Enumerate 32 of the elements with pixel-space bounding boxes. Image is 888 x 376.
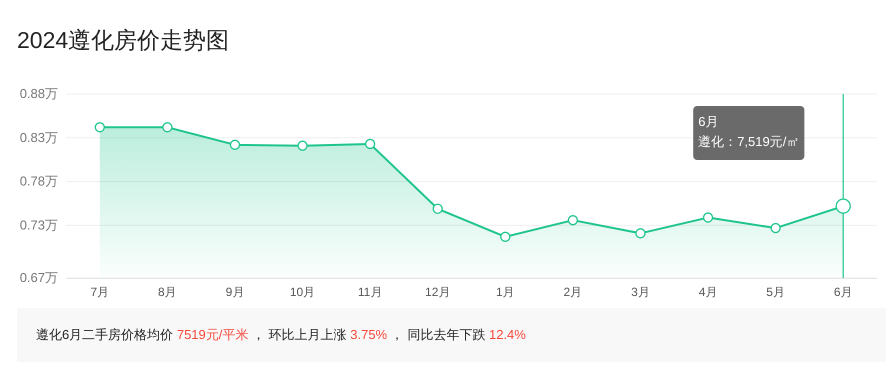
x-tick-label: 11月 — [358, 285, 382, 299]
x-tick-label: 3月 — [631, 285, 650, 299]
point — [230, 140, 240, 150]
y-tick-label: 0.83万 — [20, 130, 58, 145]
point — [364, 138, 376, 150]
x-tick-label: 2月 — [564, 285, 582, 299]
y-tick-label: 0.73万 — [20, 217, 58, 232]
x-tick-label: 9月 — [226, 285, 244, 299]
y-tick-label: 0.67万 — [20, 270, 58, 285]
point — [297, 140, 308, 151]
chart-title: 2024遵化房价走势图 — [17, 27, 230, 53]
y-tick-label: 0.88万 — [20, 86, 58, 101]
x-tick-label: 7月 — [90, 285, 110, 299]
annotation: 遵化：7,519元/㎡ — [698, 134, 800, 149]
y-tick-label: 0.78万 — [20, 174, 58, 189]
point — [94, 122, 105, 132]
point — [432, 204, 443, 214]
point — [162, 122, 173, 132]
x-tick-label: 12月 — [425, 285, 450, 299]
text: 遵化6月二手房价格均价 7519元/平米 ， 环比上月上涨 3.75% ， 同比去年下跌 12.4% — [36, 327, 526, 342]
x-tick-label: 6月 — [834, 285, 853, 299]
annotation: 6月 — [698, 114, 718, 129]
x-tick-label: 8月 — [158, 285, 177, 299]
x-tick-label: 10月 — [290, 285, 316, 299]
point — [635, 228, 646, 238]
x-tick-label: 4月 — [698, 285, 718, 299]
x-tick-label: 5月 — [766, 285, 785, 299]
point — [702, 212, 714, 223]
x-tick-label: 1月 — [496, 285, 515, 299]
point — [500, 232, 510, 242]
point — [568, 215, 578, 226]
point — [770, 222, 781, 234]
